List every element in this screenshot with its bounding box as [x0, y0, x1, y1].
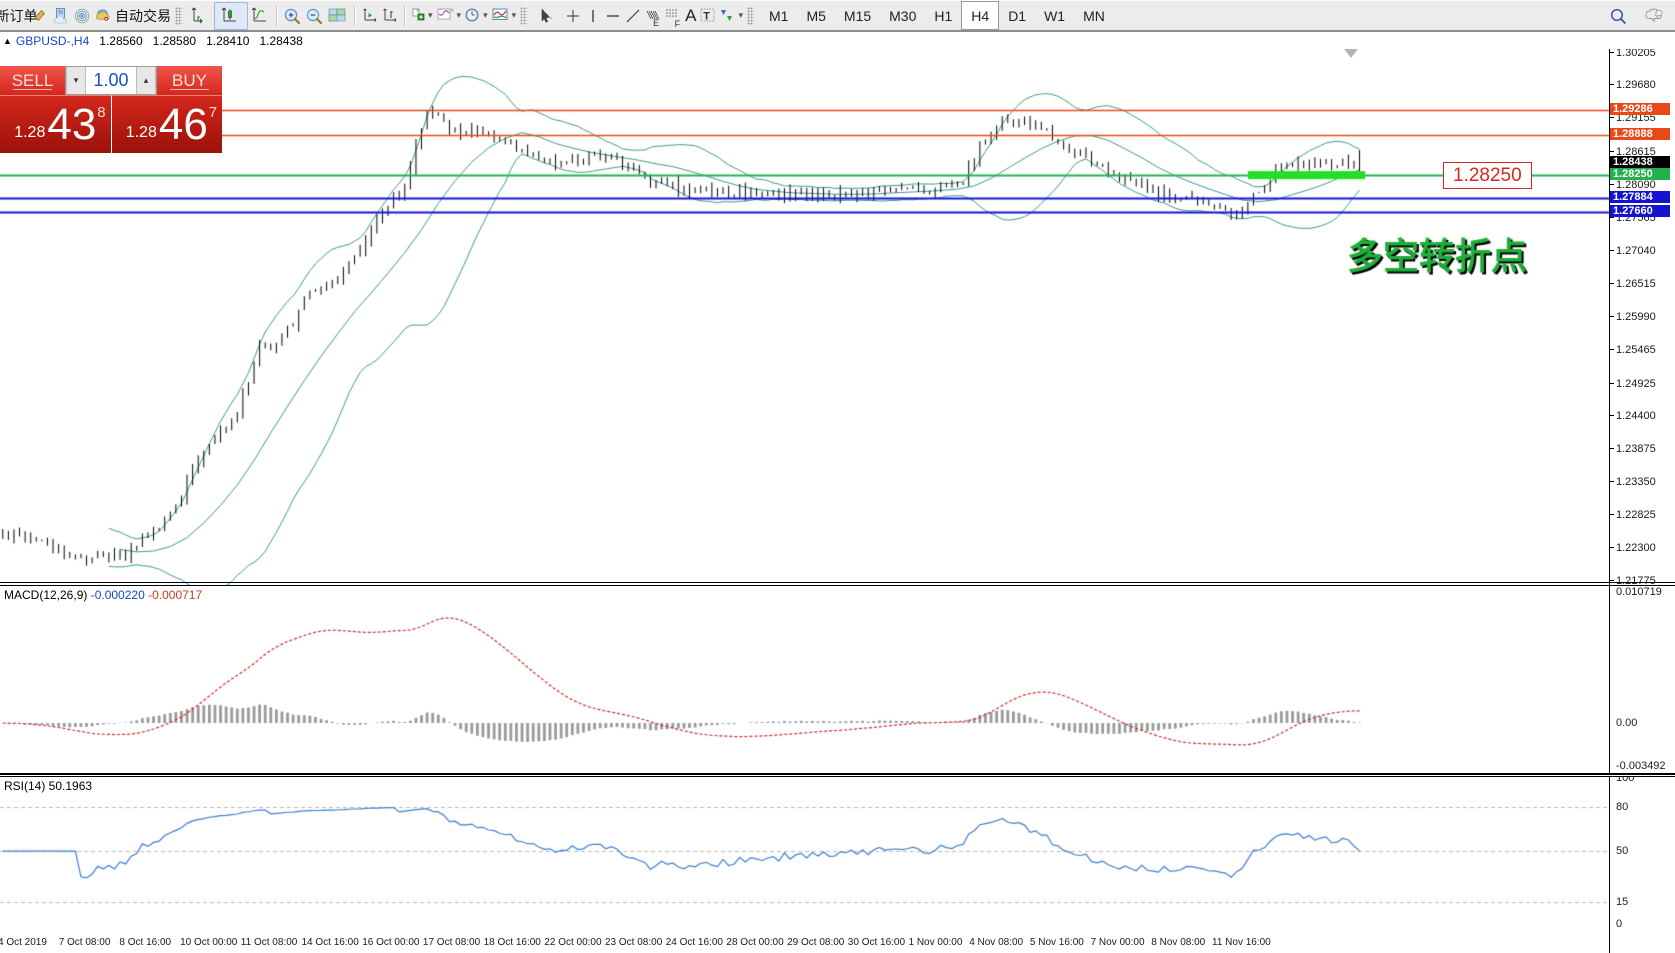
svg-text:T: T — [704, 10, 711, 22]
